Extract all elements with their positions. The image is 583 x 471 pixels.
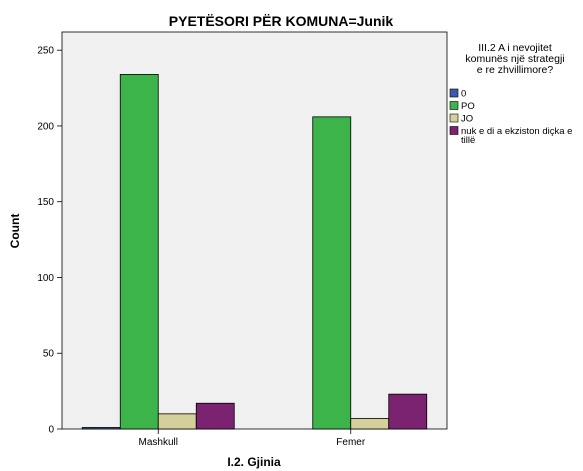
- bar-femer-po: [312, 116, 352, 430]
- y-tick-label: 50: [43, 349, 55, 360]
- y-tick-label: 0: [48, 425, 54, 436]
- y-axis: 0 50 100 150 200 250: [37, 46, 62, 436]
- y-tick-label: 150: [37, 197, 54, 208]
- legend-swatch: [449, 88, 459, 98]
- y-tick-label: 100: [37, 273, 54, 284]
- chart-title: PYETËSORI PËR KOMUNA=Junik: [169, 13, 394, 29]
- x-tick-label: Femer: [336, 437, 366, 448]
- legend-title-line: komunës një strategji: [465, 53, 564, 65]
- legend-label: tillë: [461, 135, 475, 146]
- x-axis-title: I.2. Gjinia: [227, 455, 281, 469]
- legend-label: PO: [461, 101, 475, 112]
- y-tick-label: 200: [37, 121, 54, 132]
- plot-area: [61, 31, 448, 430]
- legend-swatch: [449, 113, 459, 123]
- legend-title-line: e re zhvillimore?: [477, 64, 554, 76]
- legend-label: 0: [461, 89, 466, 100]
- bar-mashkull-po: [119, 74, 159, 430]
- y-axis-title: Count: [8, 214, 22, 249]
- legend-swatch: [449, 101, 459, 110]
- bar-mashkull-jo: [157, 413, 197, 430]
- x-axis: Mashkull Femer: [139, 429, 366, 448]
- x-tick-label: Mashkull: [139, 437, 178, 448]
- bar-femer-jo: [350, 417, 390, 430]
- bar-mashkull-nuk: [195, 402, 235, 430]
- bar-femer-nuk: [388, 393, 428, 430]
- legend-title-line: III.2 A i nevojitet: [478, 42, 552, 54]
- legend-label: JO: [461, 114, 473, 125]
- bar-mashkull-zero: [81, 427, 121, 430]
- legend-label: nuk e di a ekziston diçka e: [461, 126, 572, 137]
- legend-swatch: [449, 126, 459, 135]
- bars: [81, 74, 428, 430]
- y-tick-label: 250: [37, 46, 54, 57]
